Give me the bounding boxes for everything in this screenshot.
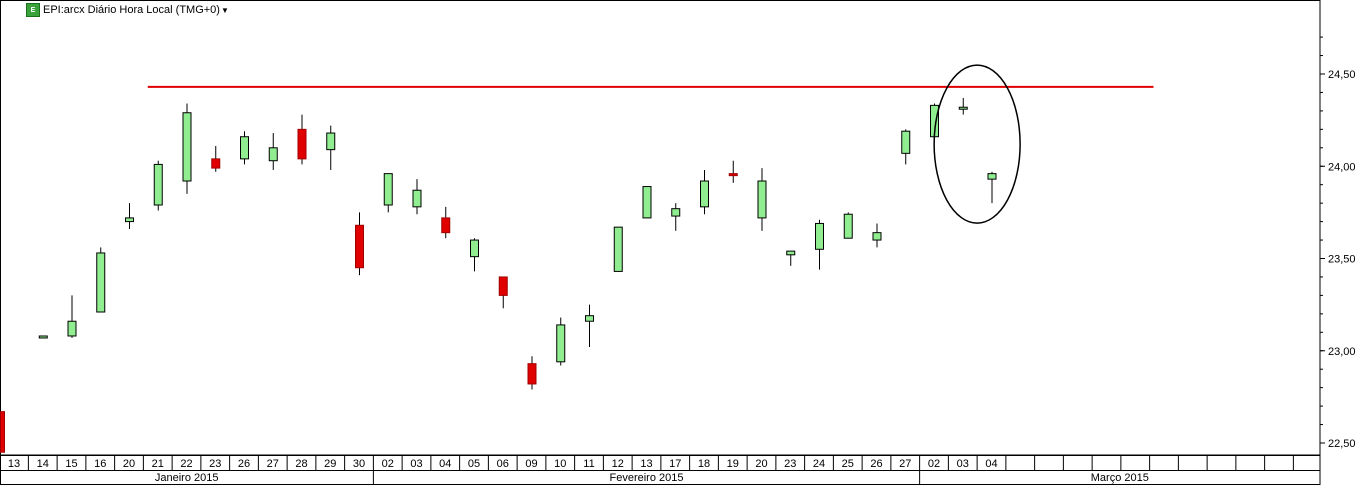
date-label: 21 — [152, 458, 164, 470]
candle-body — [412, 189, 422, 208]
caret-down-icon[interactable]: ▼ — [220, 5, 229, 15]
candle-body — [815, 222, 824, 250]
candle-body — [355, 224, 364, 269]
month-label: Março 2015 — [1091, 472, 1149, 484]
date-label: 04 — [985, 458, 997, 470]
chart-title-bar[interactable]: E EPI:arcx Diário Hora Local (TMG+0) ▼ — [26, 3, 229, 17]
date-label: 09 — [525, 458, 537, 470]
candle-body — [67, 320, 77, 337]
candle-body — [987, 173, 997, 180]
y-tick-label: 22,50 — [1328, 438, 1356, 450]
candle-body — [383, 173, 393, 206]
date-label: 24 — [813, 458, 825, 470]
highlight-ellipse — [933, 64, 1021, 224]
date-label: 02 — [928, 458, 940, 470]
date-label: 15 — [65, 458, 77, 470]
date-label: 22 — [180, 458, 192, 470]
y-tick-label: 24,50 — [1328, 69, 1356, 81]
candle-body — [642, 186, 652, 219]
date-label: 23 — [784, 458, 796, 470]
date-label: 16 — [94, 458, 106, 470]
y-tick-label: 24,00 — [1328, 161, 1356, 173]
date-label: 25 — [842, 458, 854, 470]
candle-body — [585, 315, 594, 322]
candle-body — [613, 226, 623, 272]
date-label: 13 — [640, 458, 652, 470]
y-tick-label: 23,00 — [1328, 346, 1356, 358]
candle-body — [728, 173, 738, 177]
candle-body — [0, 411, 5, 453]
candle-body — [211, 158, 221, 169]
candle-body — [901, 130, 911, 154]
date-axis-row — [0, 455, 1321, 471]
candle-body — [38, 335, 48, 339]
date-label: 05 — [468, 458, 480, 470]
date-label: 27 — [267, 458, 279, 470]
date-label: 19 — [727, 458, 739, 470]
date-label: 20 — [123, 458, 135, 470]
date-label: 02 — [382, 458, 394, 470]
candle-body — [786, 250, 796, 256]
date-label: 30 — [353, 458, 365, 470]
candle-body — [182, 112, 192, 182]
date-label: 11 — [583, 458, 594, 470]
chart-app-icon: E — [26, 3, 40, 17]
date-label: 12 — [612, 458, 624, 470]
y-tick-label: 23,50 — [1328, 254, 1356, 266]
date-label: 23 — [209, 458, 221, 470]
candle-body — [958, 106, 968, 110]
candle-body — [671, 208, 681, 217]
candle-body — [556, 324, 566, 363]
date-label: 03 — [957, 458, 969, 470]
candle-body — [700, 180, 709, 208]
candle-body — [268, 147, 278, 162]
date-label: 10 — [554, 458, 566, 470]
date-label: 29 — [324, 458, 336, 470]
date-label: 13 — [8, 458, 20, 470]
date-label: 17 — [669, 458, 681, 470]
candle-body — [297, 128, 307, 160]
date-label: 20 — [755, 458, 767, 470]
candle-body — [872, 232, 882, 241]
chart-title: EPI:arcx Diário Hora Local (TMG+0) — [43, 4, 220, 16]
month-label: Janeiro 2015 — [155, 472, 219, 484]
date-label: 06 — [497, 458, 509, 470]
candle-body — [470, 239, 479, 258]
candle-body — [527, 363, 537, 385]
date-label: 18 — [698, 458, 710, 470]
candle-body — [498, 276, 508, 296]
date-label: 26 — [870, 458, 882, 470]
date-label: 14 — [37, 458, 49, 470]
candle-body — [441, 217, 451, 234]
candle-body — [240, 136, 249, 160]
date-label: 04 — [439, 458, 451, 470]
candle-body — [96, 252, 106, 313]
candle-body — [843, 213, 853, 239]
date-label: 03 — [410, 458, 422, 470]
candle-body — [326, 132, 336, 151]
candle-body — [153, 163, 163, 206]
plot-area — [0, 0, 1321, 456]
date-label: 26 — [238, 458, 250, 470]
candle-body — [757, 180, 767, 219]
date-label: 27 — [899, 458, 911, 470]
month-label: Fevereiro 2015 — [610, 472, 684, 484]
candle-body — [125, 217, 134, 223]
date-label: 28 — [295, 458, 307, 470]
